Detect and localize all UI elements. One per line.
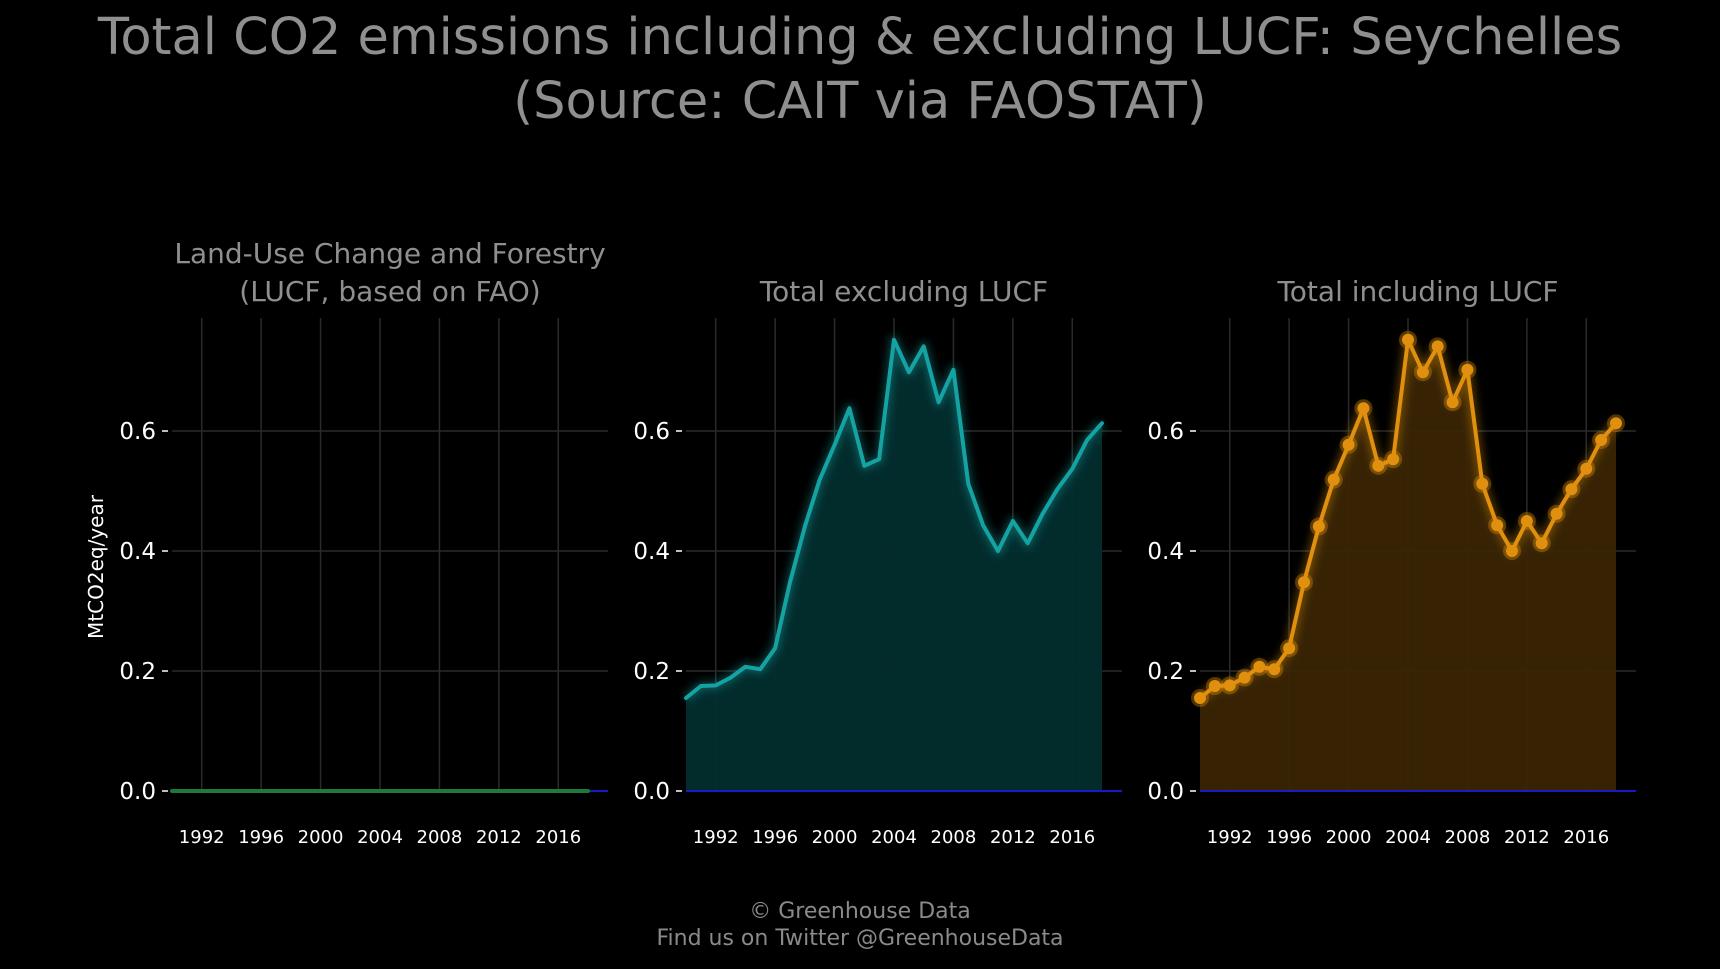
- main-title-line1: Total CO2 emissions including & excludin…: [97, 8, 1623, 67]
- data-point: [1327, 473, 1340, 486]
- x-tick-label: 1996: [1266, 827, 1312, 848]
- chart-main-title: Total CO2 emissions including & excludin…: [0, 6, 1720, 134]
- data-point: [1580, 462, 1593, 475]
- x-tick-label: 2016: [1563, 827, 1609, 848]
- data-point: [1402, 333, 1414, 346]
- chart-panel-1: Land-Use Change and Forestry (LUCF, based…: [84, 237, 608, 848]
- footer: © Greenhouse Data Find us on Twitter @Gr…: [0, 898, 1720, 952]
- data-point: [1565, 483, 1578, 496]
- x-tick-label: 2012: [990, 827, 1036, 848]
- x-tick-label: 1992: [1207, 827, 1253, 848]
- series-area: [686, 339, 1102, 791]
- y-tick-label: 0.4: [1147, 539, 1184, 565]
- data-point: [1550, 507, 1563, 520]
- x-tick-label: 2004: [871, 827, 917, 848]
- y-tick-label: 0.6: [1147, 419, 1184, 445]
- x-tick-label: 2012: [476, 827, 522, 848]
- y-tick-label: 0.2: [1147, 659, 1184, 685]
- x-tick-label: 2000: [1326, 827, 1372, 848]
- data-point: [1595, 434, 1608, 446]
- data-point: [1535, 537, 1548, 550]
- y-tick-label: 0.0: [1147, 779, 1184, 805]
- data-point: [1298, 576, 1310, 589]
- x-tick-label: 2004: [1385, 827, 1431, 848]
- data-point: [1491, 519, 1504, 532]
- data-point: [1372, 459, 1385, 472]
- y-tick-label: 0.6: [119, 419, 156, 445]
- x-tick-label: 1996: [752, 827, 798, 848]
- data-point: [1268, 663, 1281, 676]
- data-point: [1446, 396, 1459, 409]
- y-tick-label: 0.0: [119, 779, 156, 805]
- y-tick-label: 0.0: [633, 779, 670, 805]
- data-point: [1238, 671, 1251, 684]
- y-tick-label: 0.4: [119, 539, 156, 565]
- panel-title-line: (LUCF, based on FAO): [239, 275, 540, 308]
- x-tick-label: 1992: [179, 827, 225, 848]
- x-tick-label: 2012: [1504, 827, 1550, 848]
- data-point: [1610, 417, 1622, 430]
- footer-twitter: Find us on Twitter @GreenhouseData: [656, 926, 1064, 951]
- y-tick-label: 0.2: [633, 659, 670, 685]
- data-point: [1476, 477, 1489, 490]
- x-tick-label: 1992: [693, 827, 739, 848]
- y-axis-label: MtCO2eq/year: [84, 494, 108, 639]
- data-point: [1194, 692, 1206, 704]
- series-area: [1200, 339, 1616, 791]
- y-tick-label: 0.2: [119, 659, 156, 685]
- chart-panel-3: Total including LUCF 1992 1996 2000 2004 2008…: [1147, 275, 1636, 848]
- data-point: [1312, 520, 1325, 533]
- panel-title-line: Total including LUCF: [1276, 275, 1558, 308]
- y-tick-label: 0.4: [633, 539, 670, 565]
- data-point: [1520, 515, 1533, 527]
- data-point: [1461, 363, 1474, 376]
- data-point: [1208, 680, 1221, 692]
- data-point: [1387, 453, 1400, 466]
- x-tick-label: 2016: [535, 827, 581, 848]
- chart-panel-2: Total excluding LUCF 1992 1996 2000 2004 2008…: [633, 275, 1122, 848]
- x-tick-label: 2016: [1049, 827, 1095, 848]
- main-title-line2: (Source: CAIT via FAOSTAT): [513, 72, 1207, 131]
- data-point: [1416, 366, 1429, 379]
- panel-title-line: Total excluding LUCF: [759, 275, 1048, 308]
- x-tick-label: 2000: [812, 827, 858, 848]
- data-point: [1342, 438, 1355, 451]
- x-tick-label: 2008: [417, 827, 463, 848]
- data-point: [1283, 642, 1296, 655]
- x-tick-label: 2000: [298, 827, 344, 848]
- x-tick-label: 2004: [357, 827, 403, 848]
- series-line: [684, 337, 1104, 700]
- y-tick-label: 0.6: [633, 419, 670, 445]
- data-point: [1431, 340, 1444, 353]
- data-point: [1253, 660, 1266, 673]
- panel-title-line: Land-Use Change and Forestry: [174, 237, 605, 270]
- x-tick-label: 2008: [931, 827, 977, 848]
- x-tick-label: 2008: [1445, 827, 1491, 848]
- data-point: [1223, 679, 1236, 692]
- data-point: [1506, 545, 1518, 557]
- x-tick-label: 1996: [238, 827, 284, 848]
- footer-copyright: © Greenhouse Data: [749, 899, 971, 924]
- data-point: [1357, 402, 1370, 415]
